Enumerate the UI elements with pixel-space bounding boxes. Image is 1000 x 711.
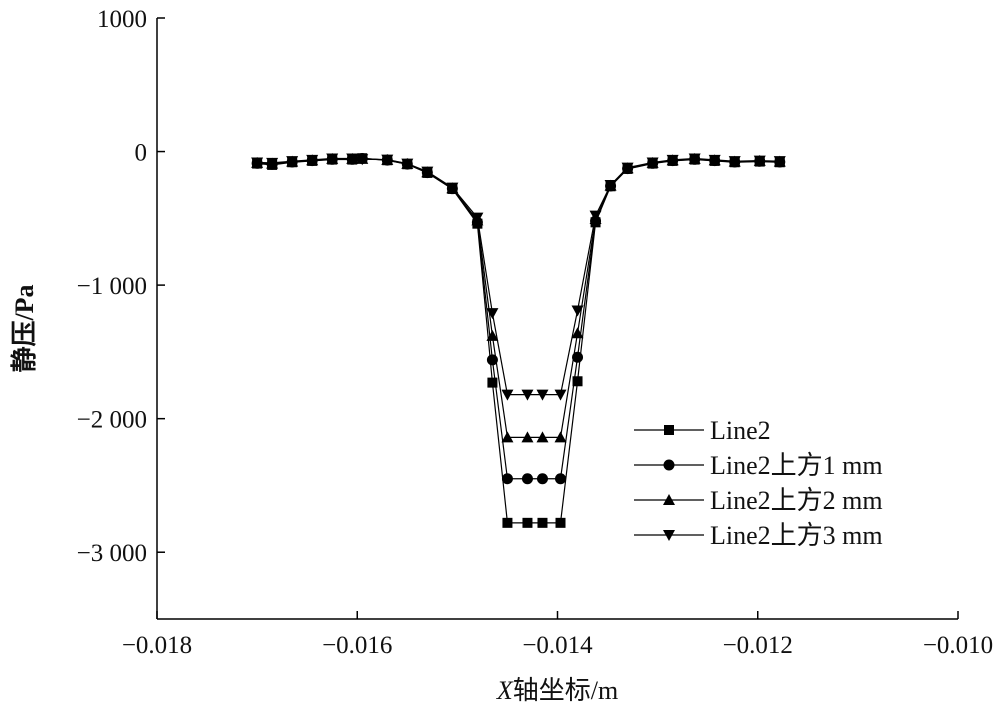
data-point xyxy=(537,517,548,528)
legend-label: Line2上方3 mm xyxy=(710,521,883,550)
series-4 xyxy=(251,153,786,401)
x-tick-label: −0.014 xyxy=(522,632,593,659)
data-point xyxy=(536,473,548,485)
data-point xyxy=(604,179,617,191)
legend-label: Line2 xyxy=(710,416,771,445)
data-point xyxy=(421,166,434,178)
data-point xyxy=(555,473,567,485)
x-tick-label: −0.012 xyxy=(723,632,793,659)
legend-marker xyxy=(664,425,674,435)
data-point xyxy=(666,154,679,166)
y-tick-label: 1000 xyxy=(97,6,147,33)
y-tick-label: −1 000 xyxy=(77,273,147,300)
x-axis-title-var: X xyxy=(496,676,514,705)
data-point xyxy=(773,156,786,168)
data-point xyxy=(572,351,584,363)
data-point xyxy=(346,153,359,165)
x-axis-title-rest: 轴坐标/m xyxy=(513,676,618,705)
data-point xyxy=(728,156,741,168)
series-line xyxy=(257,157,780,524)
data-point xyxy=(554,431,567,443)
data-point xyxy=(502,517,513,528)
y-tick-label: 0 xyxy=(135,140,148,167)
data-point xyxy=(251,157,264,169)
series-1 xyxy=(252,153,785,528)
x-tick-label: −0.016 xyxy=(322,632,392,659)
data-point xyxy=(401,158,414,170)
data-point xyxy=(688,153,701,165)
legend: Line2 Line2上方1 mm Line2上方2 mm Line2上方3 mm xyxy=(634,416,883,550)
x-axis-title: X轴坐标/m xyxy=(496,676,618,705)
series-line xyxy=(257,157,780,396)
data-point xyxy=(266,157,279,169)
data-point xyxy=(501,473,513,485)
x-tick-label: −0.018 xyxy=(122,632,192,659)
data-point xyxy=(571,305,584,317)
data-point xyxy=(521,389,534,401)
data-point xyxy=(753,155,766,167)
data-point xyxy=(286,156,299,168)
legend-item: Line2上方3 mm xyxy=(634,521,883,550)
data-point xyxy=(446,182,459,194)
x-tick-label: −0.010 xyxy=(923,632,993,659)
data-point xyxy=(501,389,514,401)
data-point xyxy=(621,162,634,174)
legend-label: Line2上方1 mm xyxy=(710,451,883,480)
data-point xyxy=(487,377,498,388)
legend-item: Line2 xyxy=(634,416,771,445)
data-point xyxy=(536,431,549,443)
data-point xyxy=(306,154,319,166)
data-point xyxy=(521,473,533,485)
y-axis-title: 静压/Pa xyxy=(9,284,39,372)
data-point xyxy=(501,431,514,443)
series-2 xyxy=(251,153,786,485)
data-point xyxy=(381,154,394,166)
y-axis-ticks: 1000 0 −1 000 −2 000 −3 000 xyxy=(77,6,165,567)
data-point xyxy=(522,517,533,528)
data-point xyxy=(486,308,499,320)
data-point xyxy=(571,327,584,339)
data-point xyxy=(326,153,339,165)
legend-marker xyxy=(663,494,675,505)
data-point xyxy=(521,431,534,443)
series-3 xyxy=(251,152,786,443)
legend-item: Line2上方2 mm xyxy=(634,486,883,515)
data-point xyxy=(572,376,583,387)
data-point xyxy=(471,212,484,224)
data-point xyxy=(555,517,566,528)
data-point xyxy=(708,154,721,166)
data-point xyxy=(486,329,499,341)
y-tick-label: −2 000 xyxy=(77,407,147,434)
legend-marker xyxy=(663,530,675,541)
y-tick-label: −3 000 xyxy=(77,540,147,567)
series-layer xyxy=(251,152,786,528)
series-line xyxy=(257,158,780,438)
data-point xyxy=(589,210,602,222)
x-axis-ticks: −0.018 −0.016 −0.014 −0.012 −0.010 xyxy=(122,611,993,659)
legend-item: Line2上方1 mm xyxy=(634,451,883,480)
series-line xyxy=(257,157,780,480)
data-point xyxy=(646,157,659,169)
data-point xyxy=(554,389,567,401)
data-point xyxy=(356,154,369,166)
data-point xyxy=(536,389,549,401)
legend-label: Line2上方2 mm xyxy=(710,486,883,515)
legend-marker xyxy=(663,459,675,471)
